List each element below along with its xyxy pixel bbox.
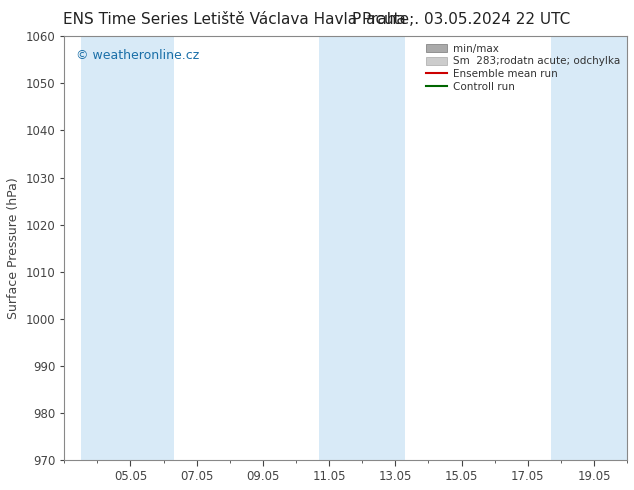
Bar	[551, 36, 627, 460]
Y-axis label: Surface Pressure (hPa): Surface Pressure (hPa)	[7, 177, 20, 319]
Text: P acute;. 03.05.2024 22 UTC: P acute;. 03.05.2024 22 UTC	[353, 12, 571, 27]
Legend: min/max, Sm  283;rodatn acute; odchylka, Ensemble mean run, Controll run: min/max, Sm 283;rodatn acute; odchylka, …	[424, 42, 622, 94]
Bar	[81, 36, 174, 460]
Bar	[319, 36, 405, 460]
Text: © weatheronline.cz: © weatheronline.cz	[75, 49, 199, 62]
Text: ENS Time Series Letiště Václava Havla Praha: ENS Time Series Letiště Václava Havla Pr…	[63, 12, 406, 27]
